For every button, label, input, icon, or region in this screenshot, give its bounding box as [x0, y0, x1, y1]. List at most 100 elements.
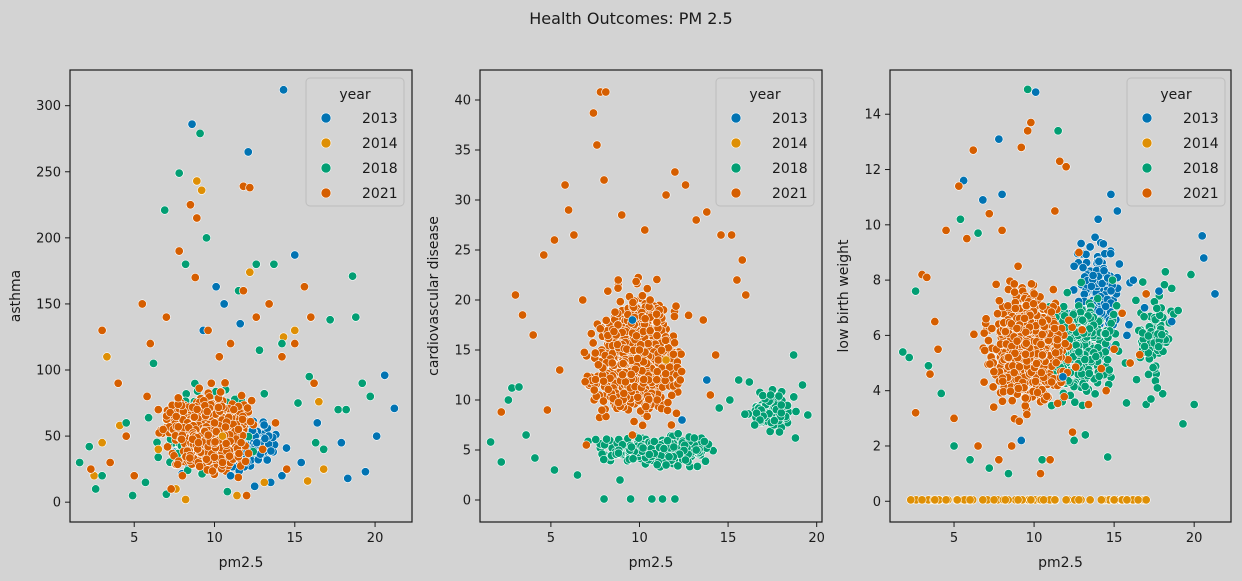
density-point — [643, 339, 653, 349]
density-point — [1010, 348, 1020, 358]
density-point — [1007, 396, 1017, 406]
density-point — [1022, 409, 1032, 419]
density-point — [1076, 277, 1086, 287]
data-point — [737, 255, 747, 265]
data-point — [128, 491, 138, 501]
data-point — [1035, 469, 1045, 479]
data-point — [599, 494, 609, 504]
data-point — [1042, 391, 1052, 401]
legend-label: 2021 — [1183, 186, 1219, 202]
density-point — [579, 347, 589, 357]
data-point — [351, 312, 361, 322]
data-point — [258, 444, 268, 454]
data-point — [1101, 386, 1111, 396]
density-point — [626, 442, 636, 452]
legend: year 2013 2014 2018 2021 — [1126, 77, 1226, 207]
density-point — [701, 456, 711, 466]
density-point — [1114, 259, 1124, 269]
data-point — [1074, 247, 1084, 257]
y-tick-label: 5 — [463, 444, 471, 459]
data-point — [803, 410, 813, 420]
data-point — [578, 295, 588, 305]
data-point — [1061, 495, 1071, 505]
density-point — [1009, 279, 1019, 289]
data-point — [357, 378, 367, 388]
data-point — [245, 183, 255, 193]
density-point — [758, 391, 768, 401]
data-point — [250, 481, 260, 491]
data-point — [973, 228, 983, 238]
data-point — [341, 405, 351, 415]
density-point — [618, 359, 628, 369]
density-point — [1020, 393, 1030, 403]
x-axis-label: pm2.5 — [1038, 555, 1083, 571]
data-point — [1141, 289, 1151, 299]
y-tick-label: 20 — [454, 294, 471, 309]
density-point — [631, 331, 641, 341]
data-point — [1050, 495, 1060, 505]
density-point — [1046, 307, 1056, 317]
data-point — [360, 467, 370, 477]
data-point — [984, 209, 994, 219]
data-point — [530, 453, 540, 463]
data-point — [681, 180, 691, 190]
legend-title: year — [749, 87, 780, 103]
data-point — [725, 395, 735, 405]
data-point — [989, 495, 999, 505]
density-point — [602, 434, 612, 444]
density-point — [601, 411, 611, 421]
data-point — [166, 484, 176, 494]
density-point — [173, 422, 183, 432]
density-point — [989, 367, 999, 377]
density-point — [1106, 249, 1116, 259]
data-point — [955, 214, 965, 224]
data-point — [514, 382, 524, 392]
data-point — [325, 315, 335, 325]
data-point — [197, 185, 207, 195]
data-point — [97, 438, 107, 448]
data-point — [259, 389, 269, 399]
density-point — [260, 434, 270, 444]
data-point — [601, 87, 611, 97]
data-point — [518, 310, 528, 320]
density-point — [593, 360, 603, 370]
density-point — [689, 433, 699, 443]
series-2018 — [75, 128, 375, 501]
data-point — [936, 388, 946, 398]
data-point — [962, 234, 972, 244]
data-point — [1122, 330, 1132, 340]
density-point — [628, 297, 638, 307]
data-point — [1122, 495, 1132, 505]
data-point — [1112, 206, 1122, 216]
density-point — [1078, 263, 1088, 273]
data-point — [727, 230, 737, 240]
data-point — [954, 181, 964, 191]
density-point — [210, 437, 220, 447]
data-point — [238, 286, 248, 296]
legend-marker — [1141, 112, 1153, 124]
density-point — [997, 396, 1007, 406]
density-point — [281, 443, 291, 453]
density-point — [247, 396, 257, 406]
density-point — [1074, 347, 1084, 357]
data-point — [658, 494, 668, 504]
density-point — [262, 455, 272, 465]
data-point — [670, 167, 680, 177]
data-point — [911, 408, 921, 418]
density-point — [641, 402, 651, 412]
data-point — [201, 233, 211, 243]
data-point — [1108, 275, 1118, 285]
data-point — [997, 225, 1007, 235]
density-point — [1013, 383, 1023, 393]
density-point — [153, 452, 163, 462]
data-point — [245, 267, 255, 277]
data-point — [1173, 306, 1183, 316]
density-point — [1152, 303, 1162, 313]
x-tick-label: 15 — [720, 531, 737, 546]
legend-label: 2014 — [362, 136, 398, 152]
data-point — [1077, 325, 1087, 335]
legend-label: 2018 — [362, 161, 398, 177]
data-point — [734, 375, 744, 385]
data-point — [348, 271, 358, 281]
density-point — [221, 438, 231, 448]
